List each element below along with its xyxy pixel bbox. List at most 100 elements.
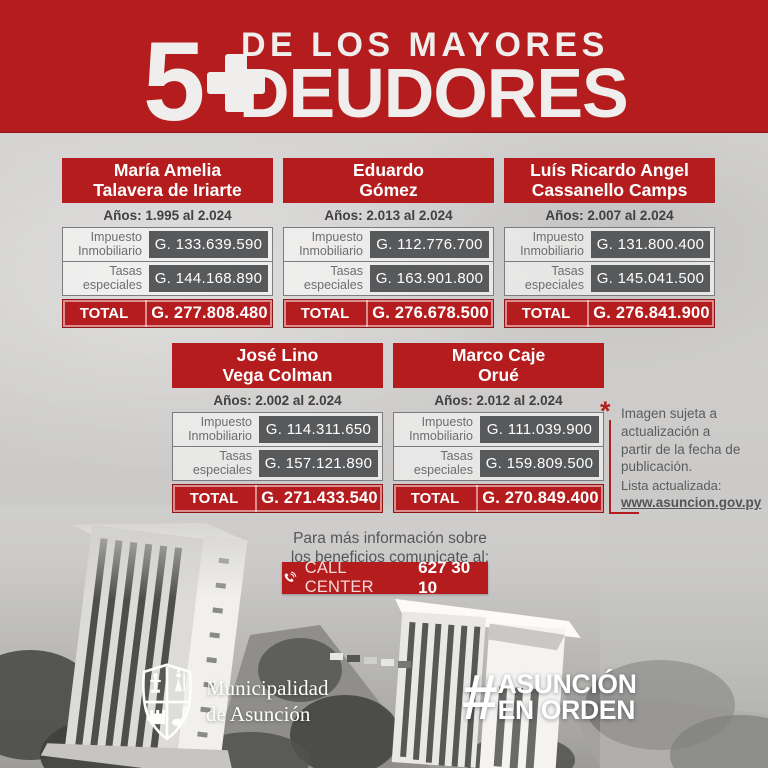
- header-title-line2: DEUDORES: [239, 54, 629, 132]
- special-fees-row: Tasas especiales G. 157.121.890: [172, 446, 383, 481]
- total-label: TOTAL: [63, 300, 147, 327]
- property-tax-row: Impuesto Inmobiliario G. 114.311.650: [172, 412, 383, 447]
- debtor-card-2: Eduardo Gómez Años: 2.013 al 2.024 Impue…: [283, 158, 494, 328]
- total-label: TOTAL: [173, 485, 257, 512]
- total-amount: G. 271.433.540: [261, 489, 378, 507]
- total-row: TOTAL G. 277.808.480: [62, 299, 273, 328]
- debtor-card-3: Luís Ricardo Angel Cassanello Camps Años…: [504, 158, 715, 328]
- tax-amount: G. 114.311.650: [259, 416, 378, 443]
- plus-icon: [207, 54, 265, 112]
- special-fees-row: Tasas especiales G. 159.809.500: [393, 446, 604, 481]
- hashtag-line1: ASUNCIÓN: [497, 669, 637, 700]
- hash-icon: #: [462, 661, 498, 733]
- fees-label-line1: Tasas: [219, 449, 252, 463]
- fees-amount: G. 157.121.890: [259, 450, 378, 477]
- debtor-name-line2: Talavera de Iriarte: [93, 179, 242, 200]
- total-label: TOTAL: [505, 300, 589, 327]
- fees-label-line2: especiales: [413, 462, 473, 477]
- property-tax-row: Impuesto Inmobiliario G. 111.039.900: [393, 412, 604, 447]
- call-center-button[interactable]: CALL CENTER 627 30 10: [282, 558, 488, 597]
- fees-amount: G. 159.809.500: [480, 450, 599, 477]
- property-tax-row: Impuesto Inmobiliario G. 131.800.400: [504, 227, 715, 262]
- debtor-card-5: Marco Caje Orué Años: 2.012 al 2.024 Imp…: [393, 343, 604, 513]
- city-aerial-photo-background: [0, 505, 768, 768]
- call-center-number: 627 30 10: [418, 558, 471, 597]
- hashtag-line2: EN ORDEN: [497, 694, 636, 725]
- debtor-name-line2: Vega Colman: [222, 364, 333, 385]
- tax-label: Impuesto Inmobiliario: [173, 413, 259, 446]
- tax-label: Impuesto Inmobiliario: [63, 228, 149, 261]
- fees-label-line2: especiales: [524, 277, 584, 292]
- disclaimer-text: Imagen sujeta a actualización a partir d…: [621, 406, 741, 475]
- asterisk-icon: *: [600, 396, 611, 426]
- tax-label: Impuesto Inmobiliario: [394, 413, 480, 446]
- big-number-5: 5: [143, 19, 205, 144]
- fees-label: Tasas especiales: [394, 447, 480, 480]
- debtor-name: Luís Ricardo Angel Cassanello Camps: [504, 158, 715, 203]
- debtor-name-line1: María Amelia: [113, 159, 222, 180]
- debtor-years: Años: 2.007 al 2.024: [545, 208, 674, 223]
- property-tax-row: Impuesto Inmobiliario G. 112.776.700: [283, 227, 494, 262]
- tax-label-line1: Impuesto: [311, 230, 363, 244]
- debtor-name-line2: Gómez: [359, 179, 418, 200]
- call-center-label: CALL CENTER: [304, 559, 374, 596]
- fees-label-line2: especiales: [303, 277, 363, 292]
- header-title-line1: DE LOS MAYORES: [241, 26, 609, 64]
- fees-label-line2: especiales: [82, 277, 142, 292]
- debtor-name-line2: Orué: [478, 364, 519, 385]
- special-fees-row: Tasas especiales G. 144.168.890: [62, 261, 273, 296]
- asuncion-en-orden-logo: # ASUNCIÓN EN ORDEN: [462, 661, 637, 733]
- tax-label-line1: Impuesto: [200, 415, 252, 429]
- tax-amount: G. 111.039.900: [480, 416, 599, 443]
- debtor-name-line1: Eduardo: [353, 159, 424, 180]
- fees-label: Tasas especiales: [63, 262, 149, 295]
- total-row: TOTAL G. 270.849.400: [393, 484, 604, 513]
- debtor-name-line1: Luís Ricardo Angel: [530, 159, 689, 180]
- tax-label: Impuesto Inmobiliario: [284, 228, 370, 261]
- debtor-years: Años: 2.012 al 2.024: [434, 393, 563, 408]
- tax-label-line1: Impuesto: [532, 230, 584, 244]
- fees-label-line1: Tasas: [330, 264, 363, 278]
- updated-list-label: Lista actualizada:: [621, 478, 722, 493]
- header-banner: 5 DE LOS MAYORES DEUDORES: [0, 0, 768, 138]
- tax-label-line2: Inmobiliario: [520, 243, 584, 258]
- municipality-line2: de Asunción: [206, 701, 311, 726]
- total-row: TOTAL G. 276.678.500: [283, 299, 494, 328]
- fees-label-line1: Tasas: [109, 264, 142, 278]
- debtor-years: Años: 2.013 al 2.024: [324, 208, 453, 223]
- tax-label-line2: Inmobiliario: [409, 428, 473, 443]
- total-label: TOTAL: [284, 300, 368, 327]
- tax-amount: G. 133.639.590: [149, 231, 268, 258]
- debtor-years: Años: 1.995 al 2.024: [103, 208, 232, 223]
- fees-label-line1: Tasas: [551, 264, 584, 278]
- debtor-name: José Lino Vega Colman: [172, 343, 383, 388]
- debtor-card-4: José Lino Vega Colman Años: 2.002 al 2.0…: [172, 343, 383, 513]
- website-link[interactable]: www.asuncion.gov.py: [621, 495, 762, 510]
- total-label: TOTAL: [394, 485, 478, 512]
- fees-label-line2: especiales: [192, 462, 252, 477]
- debtor-name-line1: José Lino: [236, 344, 319, 365]
- debtor-card-1: María Amelia Talavera de Iriarte Años: 1…: [62, 158, 273, 328]
- debtor-name: Eduardo Gómez: [283, 158, 494, 203]
- tax-amount: G. 131.800.400: [591, 231, 710, 258]
- tax-label-line2: Inmobiliario: [299, 243, 363, 258]
- special-fees-row: Tasas especiales G. 163.901.800: [283, 261, 494, 296]
- special-fees-row: Tasas especiales G. 145.041.500: [504, 261, 715, 296]
- debtor-name-line1: Marco Caje: [451, 344, 546, 365]
- total-row: TOTAL G. 271.433.540: [172, 484, 383, 513]
- municipality-line1: Municipalidad: [206, 676, 329, 700]
- total-amount: G. 276.841.900: [593, 304, 710, 322]
- total-row: TOTAL G. 276.841.900: [504, 299, 715, 328]
- debtor-name: Marco Caje Orué: [393, 343, 604, 388]
- fees-label: Tasas especiales: [284, 262, 370, 295]
- coat-of-arms-icon: [142, 663, 192, 741]
- property-tax-row: Impuesto Inmobiliario G. 133.639.590: [62, 227, 273, 262]
- tax-label-line2: Inmobiliario: [78, 243, 142, 258]
- fees-amount: G. 145.041.500: [591, 265, 710, 292]
- fees-label: Tasas especiales: [505, 262, 591, 295]
- total-amount: G. 270.849.400: [482, 489, 599, 507]
- municipality-wordmark: Municipalidad de Asunción: [206, 676, 328, 727]
- tax-label: Impuesto Inmobiliario: [505, 228, 591, 261]
- note-bracket-line: [609, 420, 639, 514]
